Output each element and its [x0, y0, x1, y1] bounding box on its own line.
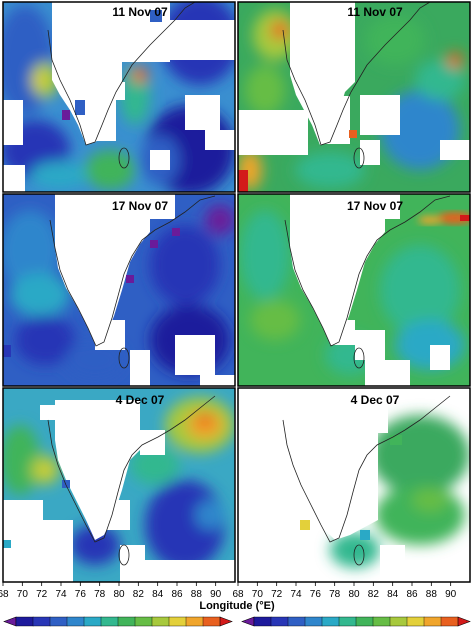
coastline-4 [284, 195, 451, 347]
x-tick-label-right-11: 90 [445, 589, 457, 600]
x-tick-label-right-10: 88 [426, 589, 438, 600]
x-axis-left: 68 70 72 74 76 78 80 82 84 86 88 90 [0, 582, 222, 600]
x-tick-label-right-3: 74 [290, 589, 302, 600]
x-tick-label-left-8: 84 [152, 589, 164, 600]
colorbar-right-segment-6 [355, 616, 374, 627]
x-tick-label-left-2: 72 [36, 589, 48, 600]
x-tick-label-right-5: 78 [329, 589, 341, 600]
colorbar-right-arrow-low [241, 616, 255, 627]
panel-6-title: 4 Dec 07 [351, 393, 400, 407]
panel-2-title: 11 Nov 07 [347, 5, 403, 19]
coastline-2 [282, 1, 431, 146]
colorbar-right [241, 616, 471, 627]
panel-1-title: 11 Nov 07 [112, 5, 168, 19]
colorbar-right-segment-0 [253, 616, 272, 627]
colorbar-left-segment-9 [168, 616, 187, 627]
colorbar-left-segment-11 [202, 616, 221, 627]
panel-titles: 11 Nov 07 11 Nov 07 17 Nov 07 17 Nov 07 … [112, 5, 403, 407]
colorbar-right-segment-1 [270, 616, 289, 627]
x-tick-label-right-0: 68 [232, 589, 244, 600]
x-tick-label-left-9: 86 [171, 589, 183, 600]
panel-6 [238, 388, 470, 582]
colorbar-left-segment-4 [83, 616, 102, 627]
colorbar-left-segment-5 [100, 616, 119, 627]
panel-4-title: 17 Nov 07 [347, 199, 403, 213]
colorbar-right-segment-8 [389, 616, 408, 627]
x-tick-label-left-0: 68 [0, 589, 9, 600]
colorbar-right-segment-11 [440, 616, 459, 627]
colorbar-left-segment-0 [15, 616, 34, 627]
colorbar-right-arrow-high [457, 616, 471, 627]
island-4 [353, 347, 365, 369]
colorbar-left [3, 616, 233, 627]
colorbar-left-segment-7 [134, 616, 153, 627]
panel-3-title: 17 Nov 07 [112, 199, 168, 213]
x-tick-label-left-6: 80 [113, 589, 125, 600]
x-tick-label-left-5: 78 [94, 589, 106, 600]
colorbar-right-segment-9 [406, 616, 425, 627]
colorbar-left-arrow-high [219, 616, 233, 627]
panel-frames [2, 1, 471, 583]
panel-4 [238, 194, 470, 386]
panel-1 [3, 2, 235, 192]
coastline-6 [282, 395, 451, 543]
panel-5 [3, 388, 235, 582]
colorbar-left-segment-2 [49, 616, 68, 627]
x-axis-label: Longitude (°E) [199, 600, 275, 612]
colorbar-left-segment-8 [151, 616, 170, 627]
colorbar-right-segment-5 [338, 616, 357, 627]
colorbar-left-segment-6 [117, 616, 136, 627]
x-tick-label-right-1: 70 [252, 589, 264, 600]
x-tick-label-right-2: 72 [271, 589, 283, 600]
colorbar-left-segment-1 [32, 616, 51, 627]
coastlines [47, 1, 451, 543]
colorbar-right-segment-3 [304, 616, 323, 627]
island-2 [353, 147, 365, 169]
x-tick-label-right-9: 86 [406, 589, 418, 600]
x-tick-label-left-3: 74 [55, 589, 67, 600]
coastline-5 [47, 395, 216, 543]
colorbar-left-segment-3 [66, 616, 85, 627]
x-tick-label-left-7: 82 [133, 589, 145, 600]
x-tick-label-right-7: 82 [368, 589, 380, 600]
colorbar-right-segment-2 [287, 616, 306, 627]
island-5 [118, 544, 130, 566]
panel-3 [3, 194, 235, 386]
x-tick-label-left-11: 90 [210, 589, 222, 600]
coastline-3 [49, 195, 216, 347]
coastline-1 [47, 1, 196, 146]
x-axis-right: 68 70 72 74 76 78 80 82 84 86 88 90 [232, 582, 457, 600]
x-tick-label-left-10: 88 [191, 589, 203, 600]
colorbar-left-arrow-low [3, 616, 17, 627]
x-tick-label-left-1: 70 [17, 589, 29, 600]
island-6 [353, 544, 365, 566]
colorbar-right-segment-10 [423, 616, 442, 627]
x-tick-label-left-4: 76 [75, 589, 87, 600]
island-3 [118, 347, 130, 369]
island-1 [118, 147, 130, 169]
colorbar-right-segment-7 [372, 616, 391, 627]
panel-2 [238, 2, 470, 192]
colorbar-right-segment-4 [321, 616, 340, 627]
x-tick-label-right-4: 76 [310, 589, 322, 600]
islands [118, 147, 365, 566]
x-tick-label-right-6: 80 [348, 589, 360, 600]
x-tick-label-right-8: 84 [387, 589, 399, 600]
panel-5-title: 4 Dec 07 [116, 393, 165, 407]
colorbar-left-segment-10 [185, 616, 204, 627]
